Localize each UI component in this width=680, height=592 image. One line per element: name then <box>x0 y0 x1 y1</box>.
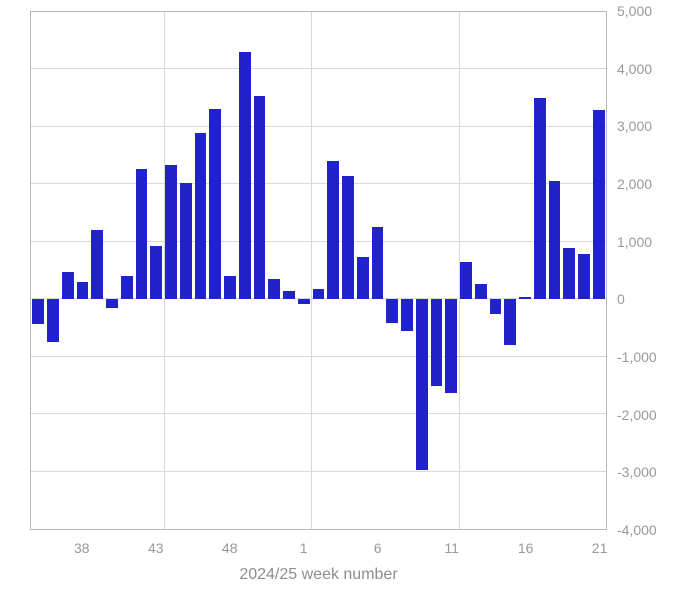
y-axis-label: -4,000 <box>617 522 657 538</box>
bar-week-46 <box>194 132 207 300</box>
bar-week-37 <box>61 271 74 300</box>
bar-week-11 <box>445 299 458 393</box>
bar-week-20 <box>577 253 590 300</box>
y-axis-label: -1,000 <box>617 349 657 365</box>
bar-week-21 <box>592 110 605 300</box>
y-axis-label: 2,000 <box>617 176 653 192</box>
y-axis-label: 3,000 <box>617 118 653 135</box>
vertical-gridline <box>163 12 165 529</box>
bar-week-12 <box>460 262 472 300</box>
bar-week-7 <box>386 299 399 324</box>
y-axis-label: 4,000 <box>617 60 653 77</box>
bar-week-44 <box>165 164 177 300</box>
bar-week-16 <box>519 296 531 300</box>
bar-week-50 <box>253 96 266 300</box>
horizontal-gridline <box>31 355 606 357</box>
bar-week-39 <box>91 230 104 300</box>
bar-week-47 <box>209 109 222 300</box>
bar-week-14 <box>489 299 502 315</box>
x-axis-label: 21 <box>591 540 608 556</box>
bar-week-40 <box>106 299 118 308</box>
bar-week-35 <box>32 299 45 324</box>
y-axis-label: 0 <box>617 291 625 308</box>
horizontal-gridline <box>31 470 606 472</box>
bar-week-42 <box>135 168 148 300</box>
bar-week-48 <box>224 276 236 300</box>
bar-week-51 <box>268 278 281 300</box>
x-axis-label: 38 <box>73 540 90 556</box>
bar-week-41 <box>120 276 133 300</box>
bar-week-15 <box>504 299 517 346</box>
y-axis-label: 5,000 <box>617 3 653 19</box>
bar-week-8 <box>401 299 413 332</box>
bar-week-10 <box>430 299 443 386</box>
bar-week-36 <box>47 299 59 343</box>
horizontal-gridline <box>31 413 606 415</box>
y-axis-label: 1,000 <box>617 233 653 250</box>
bar-week-1 <box>297 299 310 304</box>
x-axis-label: 11 <box>444 540 459 556</box>
horizontal-gridline <box>31 68 606 70</box>
x-axis-label: 43 <box>147 540 164 556</box>
bar-week-38 <box>76 281 89 300</box>
bar-week-45 <box>179 183 192 300</box>
horizontal-gridline <box>31 125 606 127</box>
bar-week-49 <box>238 52 251 300</box>
bar-week-43 <box>150 245 163 300</box>
x-axis-label: 6 <box>373 540 382 556</box>
x-axis-label: 48 <box>221 540 238 556</box>
bar-week-19 <box>563 247 576 300</box>
y-axis-label: -2,000 <box>617 406 657 423</box>
horizontal-gridline <box>31 183 606 185</box>
vertical-gridline <box>458 12 460 529</box>
plot-area <box>30 11 607 530</box>
bar-week-52 <box>283 290 295 300</box>
bar-week-17 <box>533 98 546 300</box>
bar-week-3 <box>327 161 340 300</box>
bar-week-18 <box>548 181 561 300</box>
x-axis-label: 16 <box>517 540 534 556</box>
bar-week-9 <box>415 299 428 471</box>
y-axis-label: -3,000 <box>617 464 657 481</box>
bar-week-4 <box>342 176 354 300</box>
bar-week-5 <box>356 256 369 300</box>
x-axis-title: 2024/25 week number <box>239 566 398 583</box>
bar-week-2 <box>312 288 325 300</box>
horizontal-gridline <box>31 240 606 242</box>
vertical-gridline <box>311 12 313 529</box>
x-axis-label: 1 <box>299 540 308 556</box>
bar-week-13 <box>474 283 487 300</box>
bar-week-6 <box>371 227 384 300</box>
